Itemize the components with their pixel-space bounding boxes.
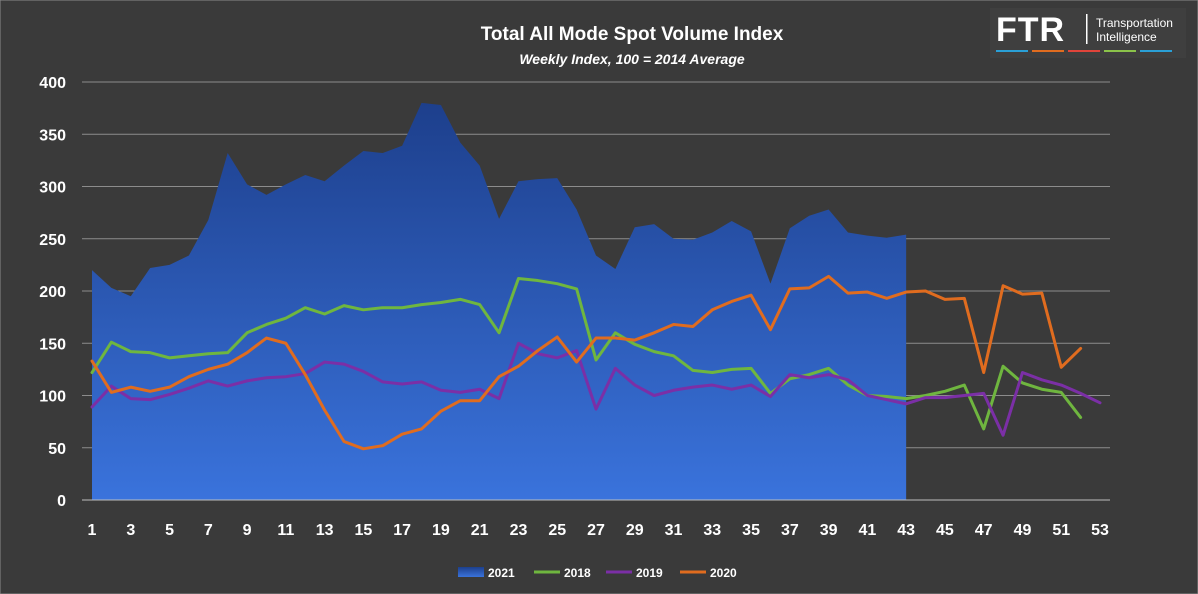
x-tick-label: 33 [703, 522, 721, 539]
legend-label: 2019 [636, 566, 663, 580]
x-tick-label: 31 [665, 522, 683, 539]
series-2020-line [90, 274, 1083, 451]
x-tick-label: 47 [975, 522, 993, 539]
x-tick-label: 43 [897, 522, 915, 539]
x-tick-label: 51 [1052, 522, 1070, 539]
logo-stripe [1068, 50, 1100, 52]
chart-subtitle: Weekly Index, 100 = 2014 Average [519, 51, 745, 67]
x-tick-label: 11 [277, 522, 294, 539]
legend-swatch [458, 567, 484, 577]
x-tick-label: 39 [820, 522, 838, 539]
y-axis-ticks: 0 50 100 150 200 250 300 350 400 [39, 75, 66, 510]
legend-label: 2018 [564, 566, 591, 580]
logo-line1: Transportation [1096, 16, 1173, 30]
y-tick-label: 50 [48, 441, 66, 458]
logo-stripe [1032, 50, 1064, 52]
legend-label: 2020 [710, 566, 737, 580]
y-tick-label: 150 [39, 336, 66, 353]
chart-title: Total All Mode Spot Volume Index [481, 24, 784, 45]
y-tick-label: 100 [39, 389, 66, 406]
y-tick-label: 350 [39, 127, 66, 144]
y-tick-label: 300 [39, 180, 66, 197]
x-tick-label: 25 [548, 522, 566, 539]
y-tick-label: 200 [39, 284, 66, 301]
logo-stripes [996, 50, 1172, 52]
ftr-logo: FTR Transportation Intelligence [990, 8, 1186, 58]
x-tick-label: 41 [858, 522, 876, 539]
x-tick-label: 1 [88, 522, 97, 539]
x-tick-label: 5 [165, 522, 174, 539]
x-tick-label: 23 [510, 522, 528, 539]
x-tick-label: 21 [471, 522, 489, 539]
logo-stripe [1140, 50, 1172, 52]
x-tick-label: 37 [781, 522, 799, 539]
x-tick-label: 29 [626, 522, 644, 539]
x-tick-label: 53 [1091, 522, 1109, 539]
x-tick-label: 45 [936, 522, 954, 539]
y-tick-label: 250 [39, 232, 66, 249]
x-tick-label: 7 [204, 522, 213, 539]
x-tick-label: 17 [393, 522, 411, 539]
logo-divider [1086, 14, 1088, 44]
x-tick-label: 15 [354, 522, 372, 539]
logo-line2: Intelligence [1096, 30, 1157, 44]
legend-entry-2019: 2019 [606, 566, 663, 580]
x-tick-label: 9 [243, 522, 252, 539]
x-tick-label: 49 [1014, 522, 1032, 539]
series-2021-area [92, 102, 907, 501]
x-axis-ticks: 1 3 5 7 9 11 13 15 17 19 21 23 25 27 29 31 33 35 37 39 41 43 4… [88, 522, 1109, 539]
series-2018-line [90, 276, 1083, 431]
legend-entry-2020: 2020 [680, 566, 737, 580]
legend-entry-2018: 2018 [534, 566, 591, 580]
x-tick-label: 19 [432, 522, 450, 539]
series-2019-line [90, 341, 1102, 437]
x-tick-label: 3 [126, 522, 135, 539]
x-tick-label: 35 [742, 522, 760, 539]
logo-mark: FTR [996, 11, 1065, 49]
y-tick-label: 400 [39, 75, 66, 92]
y-tick-label: 0 [57, 493, 66, 510]
plot-area [90, 102, 1102, 501]
legend: 2021 2018 2019 2020 [458, 566, 737, 580]
logo-panel [990, 8, 1186, 58]
logo-stripe [1104, 50, 1136, 52]
legend-label: 2021 [488, 566, 515, 580]
x-tick-label: 27 [587, 522, 605, 539]
logo-stripe [996, 50, 1028, 52]
legend-entry-2021: 2021 [458, 566, 515, 580]
x-tick-label: 13 [316, 522, 334, 539]
